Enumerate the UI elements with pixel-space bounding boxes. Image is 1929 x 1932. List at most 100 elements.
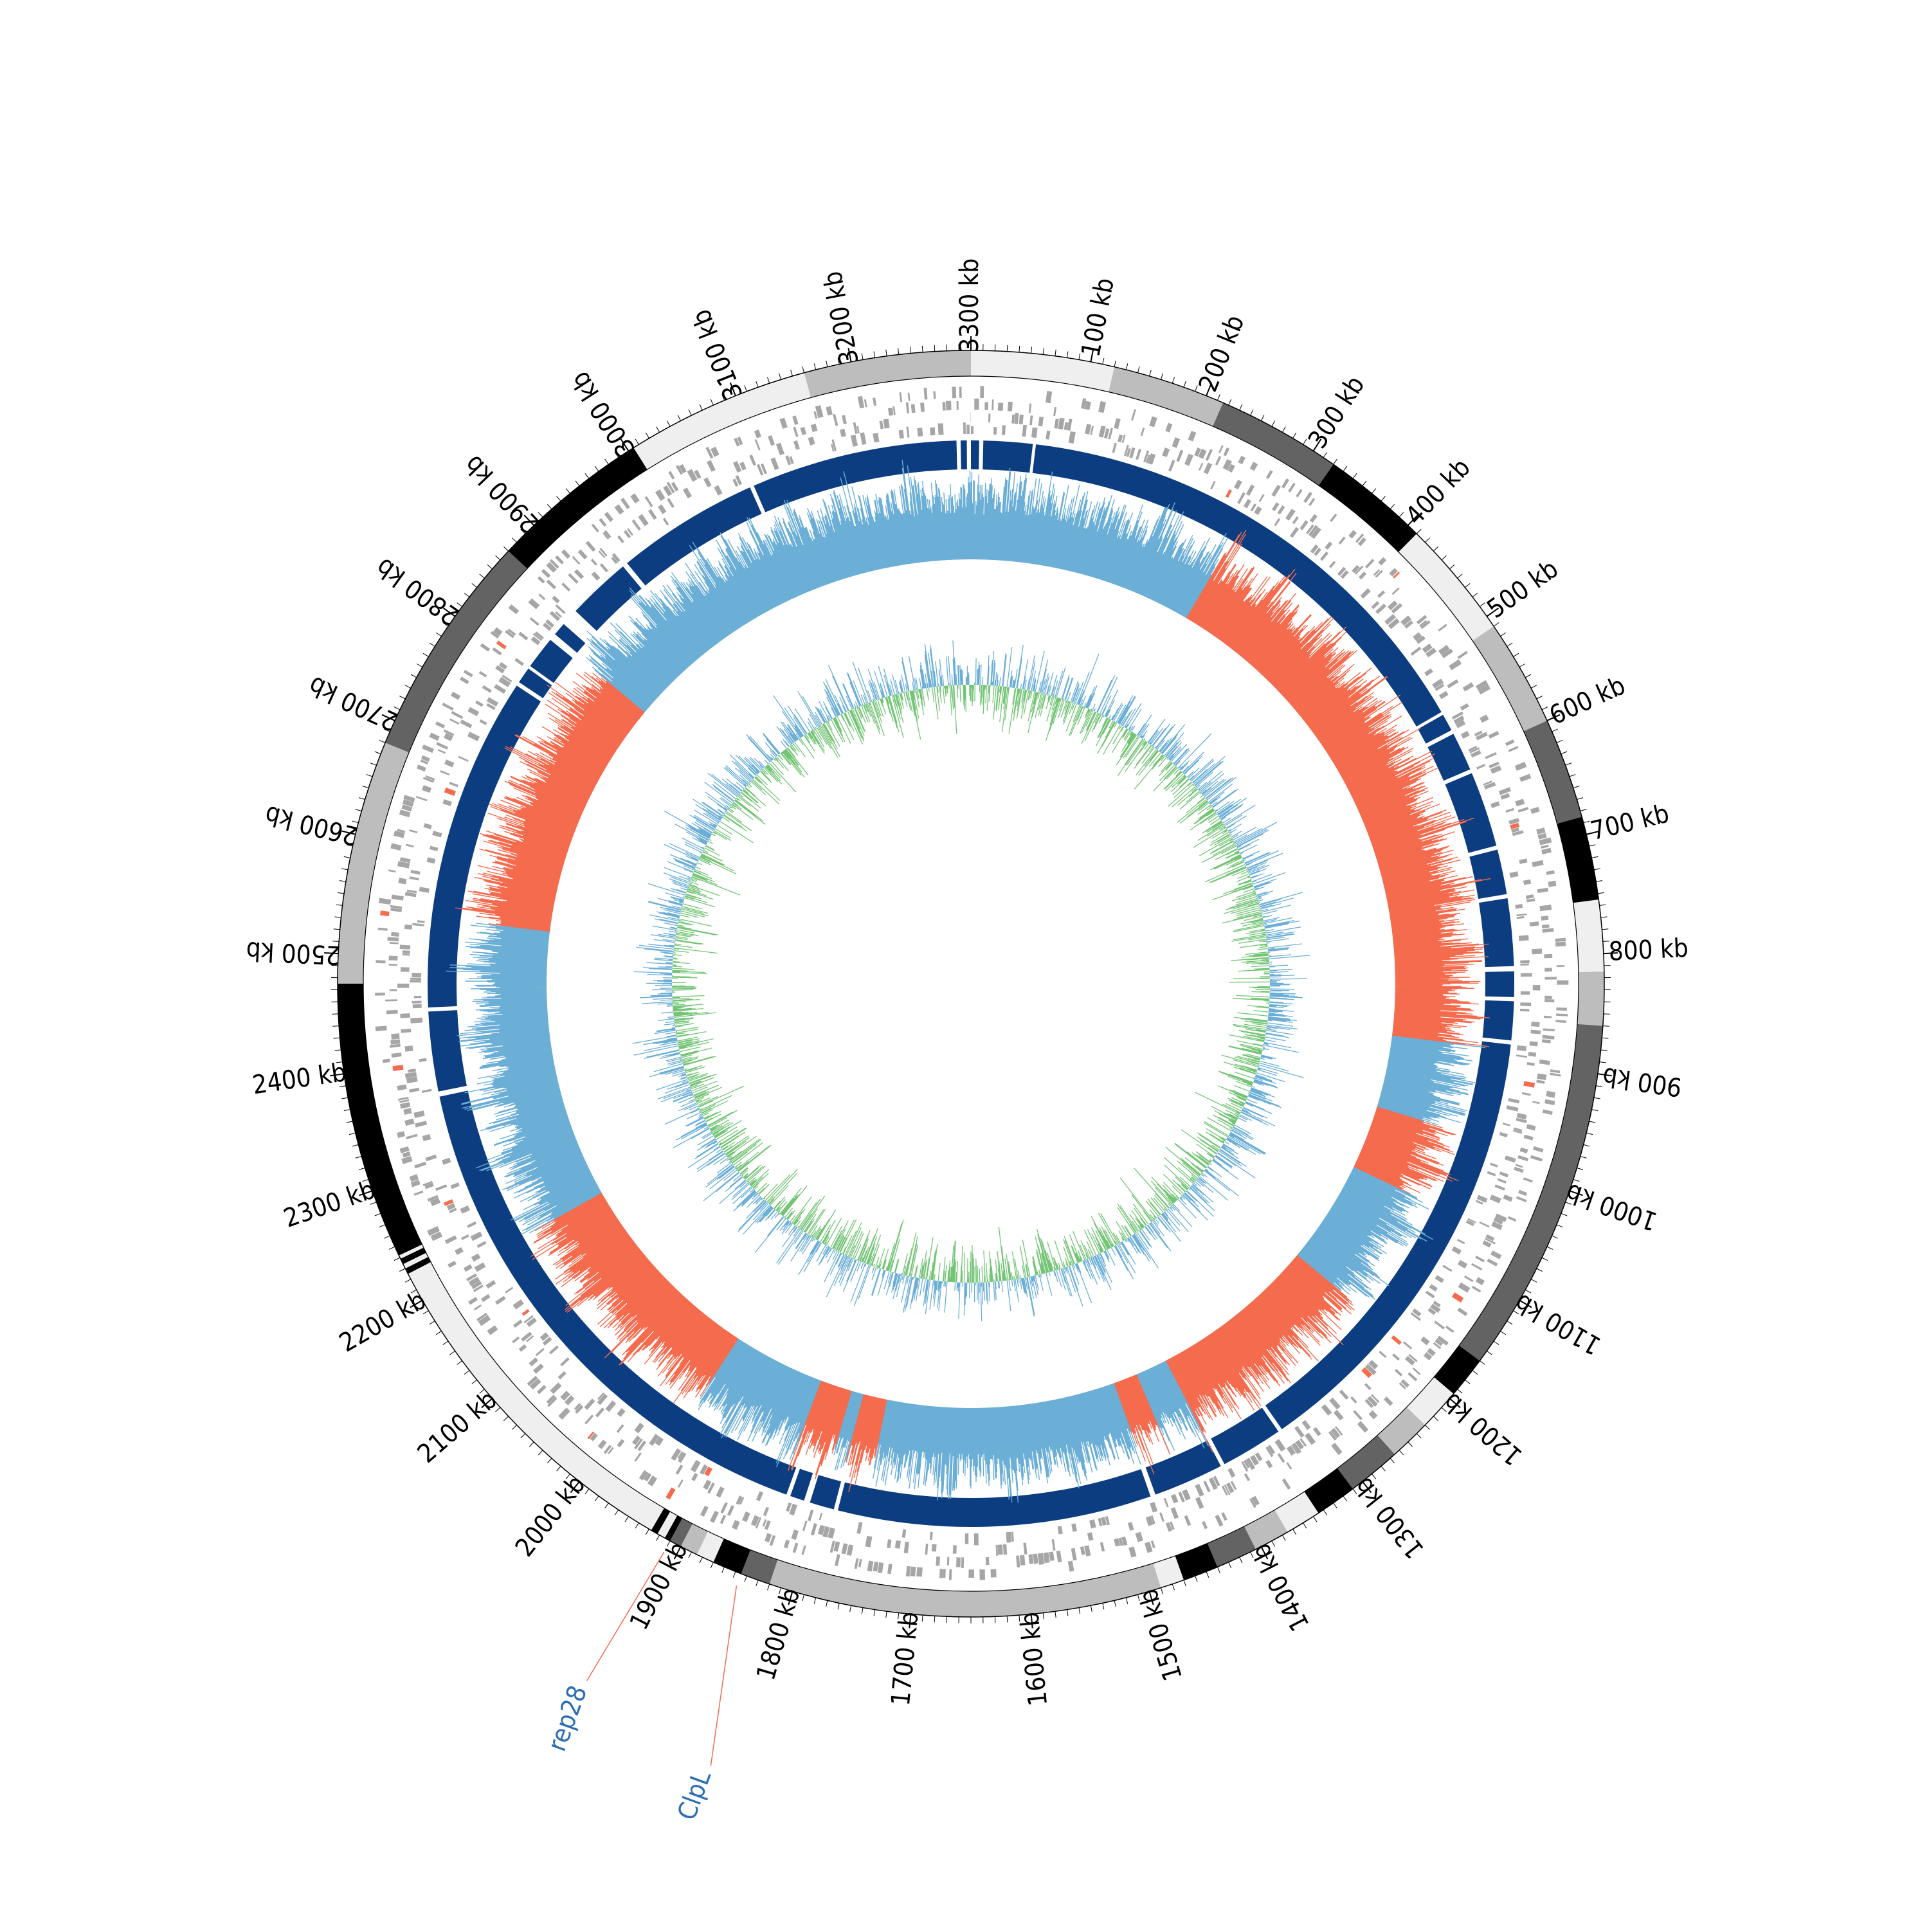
gene-feature	[549, 1346, 559, 1355]
gene-feature	[887, 1564, 892, 1574]
gene-feature	[1503, 1123, 1510, 1126]
tick-label: 1700 kb	[886, 1611, 925, 1707]
gene-feature	[1541, 916, 1548, 921]
gene-feature	[1533, 1146, 1544, 1153]
gene-feature	[1508, 1216, 1516, 1222]
minor-tick	[1314, 1517, 1317, 1522]
gene-feature	[1238, 456, 1245, 464]
gene-feature	[529, 1357, 538, 1366]
tick-label: 2500 kb	[246, 935, 341, 970]
gene-feature	[1055, 419, 1059, 428]
gene-feature	[404, 925, 412, 930]
gene-feature	[998, 402, 1003, 411]
minor-tick	[450, 1351, 455, 1355]
gene-feature	[1176, 449, 1183, 462]
gene-feature	[911, 404, 916, 413]
gene-feature	[732, 1520, 740, 1530]
gene-feature	[1480, 1222, 1490, 1227]
tick-label: 400 kb	[1400, 453, 1476, 530]
gene-feature	[906, 427, 909, 438]
gene-feature	[444, 759, 454, 767]
gene-feature	[1038, 417, 1044, 426]
minor-tick	[615, 1510, 619, 1515]
minor-tick	[779, 374, 781, 380]
gene-feature	[464, 1264, 473, 1272]
gene-feature	[445, 1236, 457, 1244]
minor-tick	[1591, 1110, 1598, 1111]
gene-feature	[390, 843, 401, 851]
gene-feature	[988, 413, 991, 422]
minor-tick	[1043, 348, 1044, 354]
gene-feature	[409, 829, 417, 833]
gene-feature	[968, 1569, 974, 1578]
gene-feature	[949, 1569, 952, 1580]
gene-feature	[487, 1325, 498, 1335]
minor-tick	[1323, 1510, 1327, 1515]
minor-tick	[436, 1331, 441, 1334]
gene-feature	[635, 1452, 642, 1461]
minor-tick	[922, 346, 923, 352]
tick-label: 800 kb	[1608, 934, 1689, 967]
gene-feature	[1457, 1239, 1465, 1245]
gene-feature	[1530, 1155, 1543, 1162]
gene-feature	[1544, 954, 1552, 959]
gene-feature	[1150, 1502, 1157, 1513]
gene-feature	[1505, 739, 1515, 746]
gene-feature	[864, 399, 867, 408]
gene-feature	[1305, 1432, 1316, 1445]
gene-feature	[1089, 1519, 1096, 1528]
gene-feature	[1490, 1163, 1498, 1168]
gene-feature	[887, 1539, 891, 1548]
gene-feature	[1309, 498, 1315, 507]
minor-tick	[1091, 1605, 1092, 1612]
minor-tick	[689, 410, 691, 415]
gene-feature	[754, 429, 761, 438]
gene-feature	[460, 676, 469, 684]
gene-feature	[1543, 1110, 1553, 1115]
gene-feature	[1069, 431, 1076, 444]
gene-feature	[819, 1513, 823, 1521]
gene-feature	[378, 928, 388, 931]
gene-feature	[513, 1299, 524, 1310]
gene-feature	[991, 1569, 997, 1577]
gene-feature	[1159, 1512, 1164, 1522]
minor-tick	[1561, 1213, 1567, 1216]
gene-feature	[419, 887, 430, 892]
gene-feature	[943, 1569, 946, 1578]
minor-tick	[503, 546, 508, 551]
gene-feature	[617, 1424, 624, 1433]
minor-tick	[1487, 1351, 1492, 1355]
gene-feature	[906, 402, 910, 413]
gene-feature	[1272, 502, 1279, 511]
gene-feature	[403, 1108, 412, 1115]
gene-feature	[422, 785, 431, 793]
gene-feature	[584, 1398, 595, 1410]
gene-feature	[1329, 561, 1336, 568]
gene-feature	[409, 1088, 419, 1093]
gene-feature	[993, 427, 997, 435]
gene-feature	[939, 1569, 943, 1578]
gene-feature	[776, 443, 784, 456]
gene-feature	[1359, 572, 1366, 579]
gene-feature	[412, 923, 424, 926]
minor-tick	[934, 345, 935, 352]
gene-feature	[802, 1521, 808, 1531]
gene-feature	[385, 999, 397, 1001]
gene-feature	[390, 942, 399, 944]
minor-tick	[1240, 1557, 1242, 1563]
gene-feature	[1544, 1099, 1555, 1105]
tick-label: 1800 kb	[751, 1585, 806, 1684]
gene-feature	[1541, 845, 1549, 849]
minor-tick	[1594, 869, 1600, 870]
minor-tick	[334, 929, 340, 930]
minor-tick	[1561, 752, 1567, 754]
gene-feature	[461, 1234, 469, 1240]
minor-tick	[1293, 1529, 1296, 1535]
gene-feature	[1556, 1013, 1568, 1016]
minor-tick	[487, 564, 493, 569]
gene-feature	[438, 749, 446, 754]
gene-feature	[779, 418, 787, 429]
minor-tick	[838, 1603, 839, 1609]
gene-feature	[1281, 478, 1289, 489]
gene-feature	[916, 1567, 923, 1576]
